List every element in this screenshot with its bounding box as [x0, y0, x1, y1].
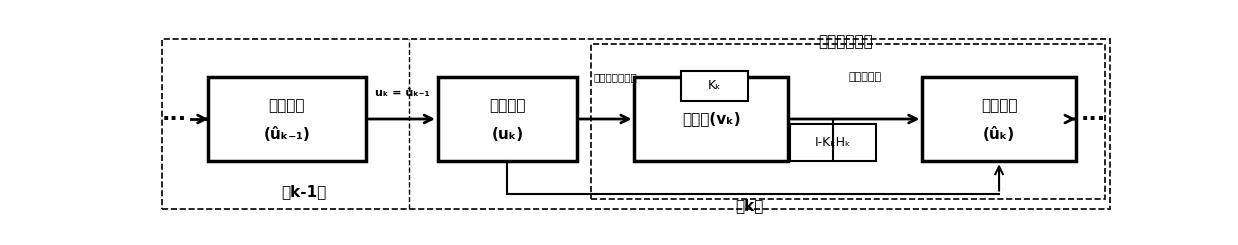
Bar	[922, 77, 1076, 161]
Bar	[681, 71, 748, 101]
Text: 最优估计: 最优估计	[980, 98, 1018, 113]
Bar	[208, 77, 366, 161]
Text: 观测值(vₖ): 观测值(vₖ)	[682, 111, 740, 126]
Text: ···: ···	[1081, 109, 1106, 129]
Bar	[635, 77, 789, 161]
Text: 第k帧: 第k帧	[735, 198, 764, 213]
Text: (ûₖ₋₁): (ûₖ₋₁)	[264, 127, 310, 142]
Text: ···: ···	[161, 109, 187, 129]
Text: 状态空间框架: 状态空间框架	[818, 34, 873, 49]
Bar	[438, 77, 577, 161]
Text: Kₖ: Kₖ	[707, 79, 721, 93]
Text: (uₖ): (uₖ)	[491, 127, 524, 142]
Text: 初始位置: 初始位置	[489, 98, 526, 113]
Text: (ûₖ): (ûₖ)	[983, 127, 1015, 142]
Text: 能的自适应调整: 能的自适应调整	[593, 73, 638, 83]
Text: 最优估计: 最优估计	[269, 98, 305, 113]
Bar	[592, 45, 1104, 199]
Text: uₖ = ûₖ₋₁: uₖ = ûₖ₋₁	[375, 88, 430, 98]
Text: 卡尔曼估计: 卡尔曼估计	[848, 73, 881, 83]
Bar	[790, 124, 877, 161]
Text: 第k-1帧: 第k-1帧	[281, 184, 326, 199]
Text: I-KₖHₖ: I-KₖHₖ	[815, 136, 852, 149]
